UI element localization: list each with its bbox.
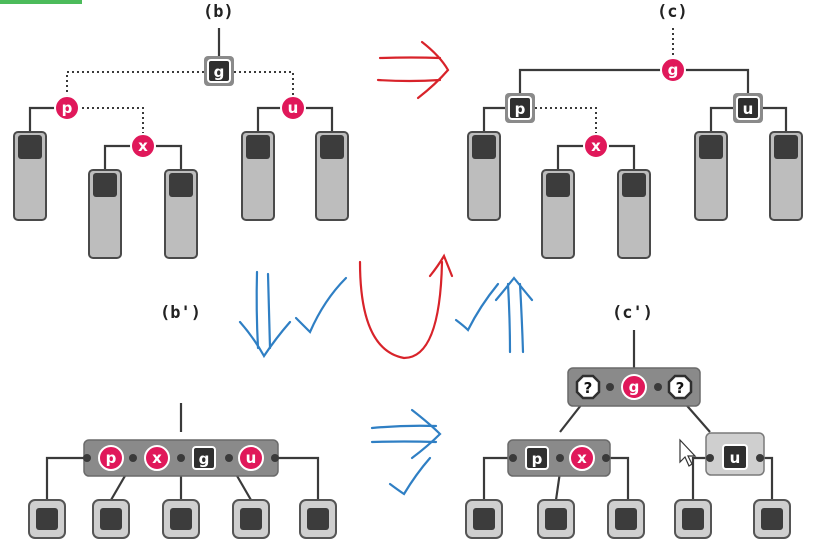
node-p-c: p [505,93,535,123]
node-x-bp: x [144,445,170,471]
tail-c4 [694,131,728,221]
svg-text:g: g [199,450,210,468]
svg-text:p: p [515,100,526,118]
blue-up-arrow [494,276,534,354]
blue-check [294,276,348,334]
leaf-bp2 [92,499,130,539]
node-p-bp: p [98,445,124,471]
label-b: (b) [203,2,234,22]
svg-text:x: x [577,449,587,467]
red-right-arrow [376,40,450,100]
node-g-b: g [204,56,234,86]
leaf-cp3 [607,499,645,539]
question-node-right: ? [667,374,693,400]
top-banner [0,0,82,4]
svg-text:g: g [668,61,679,79]
node-u-b: u [280,95,306,121]
panel-b-prime: (b') p x g u [28,303,337,539]
svg-text:u: u [288,99,299,117]
svg-text:x: x [138,137,148,155]
panel-c: (c) g p u x [467,2,803,259]
leaf-cp1 [465,499,503,539]
tail-b3 [164,169,198,259]
svg-text:u: u [246,449,257,467]
node-x-b: x [130,133,156,159]
tail-b2 [88,169,122,259]
tail-c2 [541,169,575,259]
tail-b4 [241,131,275,221]
panel-b: (b) g p u x [13,2,349,259]
node-p-cp: p [525,446,549,470]
node-x-cp: x [569,445,595,471]
tail-c5 [769,131,803,221]
tail-b1 [13,131,47,221]
leaf-bp4 [232,499,270,539]
node-x-c: x [583,133,609,159]
svg-text:g: g [214,63,225,81]
tail-b5 [315,131,349,221]
node-u-bp: u [238,445,264,471]
svg-text:?: ? [676,379,685,397]
blue-down-arrow [238,270,292,359]
leaf-cp2 [537,499,575,539]
svg-text:u: u [730,449,741,467]
svg-text:?: ? [584,379,593,397]
blue-right-arrow [370,408,442,460]
node-u-cp: u [722,444,748,470]
tail-c1 [467,131,501,221]
node-p-b: p [54,95,80,121]
red-u-turn-arrow [358,253,454,360]
label-b-prime: (b') [160,303,201,323]
svg-text:p: p [532,450,543,468]
node-u-c: u [733,93,763,123]
node-g-bp: g [192,446,216,470]
panel-c-prime: (c') ? g ? p x u [465,303,791,539]
label-c: (c) [657,2,688,22]
leaf-bp5 [299,499,337,539]
leaf-cp5 [753,499,791,539]
node-g-cp: g [621,374,647,400]
node-g-c: g [660,57,686,83]
leaf-cp4 [674,499,712,539]
svg-text:u: u [743,100,754,118]
leaf-bp1 [28,499,66,539]
question-node-left: ? [575,374,601,400]
blue-check-right [454,282,500,332]
label-c-prime: (c') [612,303,653,323]
svg-text:x: x [152,449,162,467]
svg-text:p: p [62,99,73,117]
mouse-cursor-icon [679,438,697,467]
blue-check-bottom [388,456,432,496]
svg-text:g: g [629,378,640,396]
leaf-bp3 [162,499,200,539]
svg-text:p: p [106,449,117,467]
tail-c3 [617,169,651,259]
svg-text:x: x [591,137,601,155]
